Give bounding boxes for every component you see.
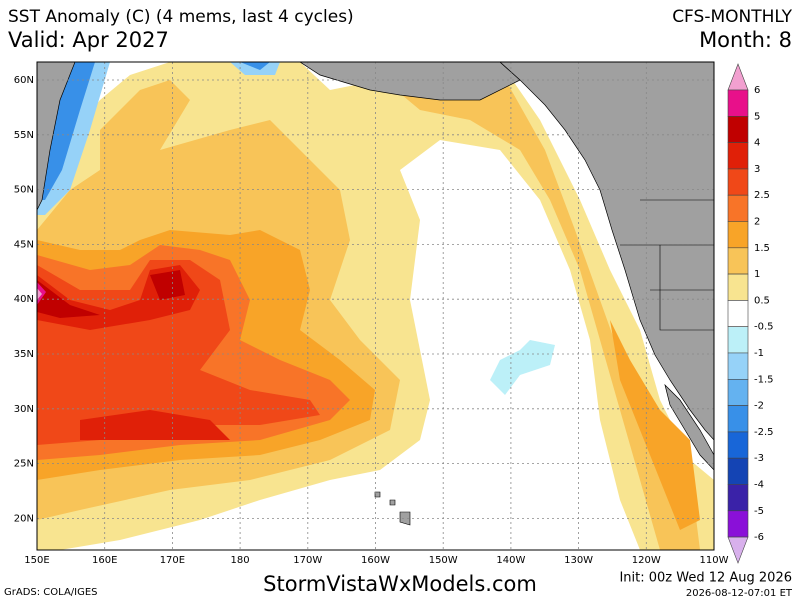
colorbar-label: 2 [754,217,760,228]
lon-label: 160W [361,555,390,566]
colorbar-box [727,431,749,459]
colorbar-label: 5 [754,111,760,122]
forecast-month: Month: 8 [699,28,792,52]
colorbar-label: -2 [754,401,764,412]
init-time: Init: 00z Wed 12 Aug 2026 [619,571,792,586]
lon-label: 150E [24,555,49,566]
anomaly-6 [37,288,42,300]
lat-label: 40N [14,294,34,305]
lon-label: 110W [700,555,729,566]
lat-label: 45N [14,239,34,250]
anomaly-negative [37,62,280,215]
colorbar-box [727,326,749,354]
lon-label: 170W [293,555,322,566]
graticule [37,62,714,550]
land-asia [37,62,76,211]
colorbar-box [727,536,749,564]
colorbar-box [727,247,749,275]
colorbar-label: -1 [754,348,764,359]
hawaii [374,491,411,526]
credit: GrADS: COLA/IGES [4,587,98,598]
colorbar-box [727,405,749,433]
anomaly-4 [37,270,185,318]
colorbar-label: -0.5 [754,322,774,333]
title: SST Anomaly (C) (4 mems, last 4 cycles) [8,7,354,27]
lon-label: 120W [632,555,661,566]
colorbar-box [727,352,749,380]
lat-label: 55N [14,130,34,141]
colorbar-box [727,63,749,91]
colorbar-box [727,221,749,249]
colorbar-box [727,194,749,222]
colorbar-box [727,168,749,196]
lat-label: 35N [14,349,34,360]
lon-label: 130W [564,555,593,566]
colorbar-box [727,379,749,406]
colorbar-box [727,457,749,485]
map-frame [36,61,715,551]
colorbar-box [727,89,749,117]
colorbar-box [727,273,749,301]
state-borders [620,199,714,331]
colorbar-label: -6 [754,532,764,543]
lon-label: 170E [160,555,185,566]
lat-label: 25N [14,459,34,470]
colorbar-label: 6 [754,85,760,96]
colorbar: 6 5 4 3 2.5 2 1.5 1 0.5 -0.5 -1 -1.5 -2 -2.5 -3 -4 -5 -6 [727,63,774,564]
lat-label: 20N [14,513,34,524]
colorbar-box [727,484,749,512]
colorbar-box [727,142,749,170]
colorbar-label: 2.5 [754,190,770,201]
lat-label: 30N [14,404,34,415]
colorbar-label: -5 [754,506,764,517]
lon-label: 160E [92,555,117,566]
colorbar-label: 4 [754,138,760,149]
lon-label: 180 [231,555,250,566]
lat-label: 50N [14,185,34,196]
model-name: CFS-MONTHLY [672,7,792,27]
colorbar-box [727,300,749,327]
valid-date: Valid: Apr 2027 [8,28,169,52]
site-name: StormVistaWxModels.com [263,572,537,596]
lat-label: 60N [14,75,34,86]
lon-label: 150W [429,555,458,566]
timestamp: 2026-08-12-07:01 ET [686,588,793,599]
axis-labels: 60N 55N 50N 45N 40N 35N 30N 25N 20N 150E 160E 170E 1… [14,75,729,566]
colorbar-label: -3 [754,453,764,464]
land-baja [664,383,714,471]
land-north-america [499,62,714,441]
anomaly-3 [37,265,230,440]
colorbar-label: 1.5 [754,243,770,254]
colorbar-box [727,510,749,538]
lon-label: 140W [496,555,525,566]
colorbar-box [727,116,749,143]
colorbar-label: 3 [754,164,760,175]
map [37,62,714,550]
colorbar-label: -1.5 [754,374,774,385]
anomaly-2.5 [37,260,320,445]
colorbar-label: 1 [754,269,760,280]
colorbar-label: -2.5 [754,427,774,438]
colorbar-label: 0.5 [754,295,770,306]
colorbar-label: -4 [754,480,764,491]
